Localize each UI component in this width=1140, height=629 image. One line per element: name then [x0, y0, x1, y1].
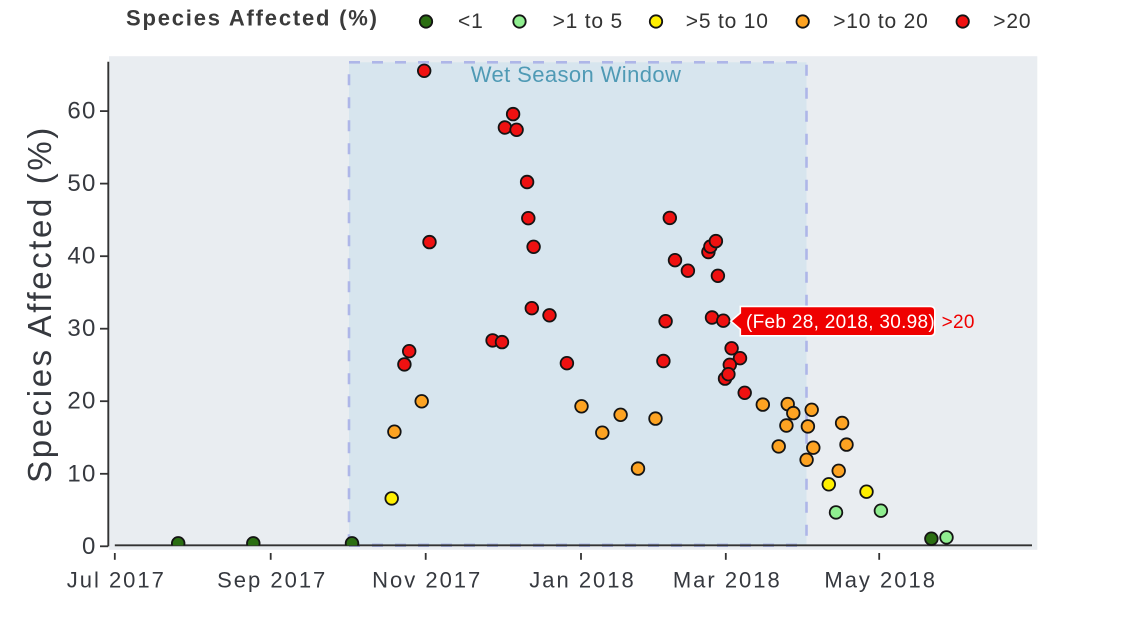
- svg-text:10: 10: [67, 460, 96, 487]
- svg-text:(Feb 28, 2018, 30.98): (Feb 28, 2018, 30.98): [746, 312, 935, 333]
- svg-text:May 2018: May 2018: [824, 568, 937, 593]
- svg-text:20: 20: [67, 388, 96, 415]
- svg-text:Species Affected (%): Species Affected (%): [21, 125, 58, 483]
- svg-text:>10 to 20: >10 to 20: [833, 10, 928, 33]
- svg-text:<1: <1: [458, 10, 484, 33]
- svg-text:Wet Season Window: Wet Season Window: [471, 62, 682, 87]
- svg-text:>20: >20: [993, 10, 1031, 33]
- svg-text:Nov 2017: Nov 2017: [372, 568, 482, 593]
- svg-text:Jul 2017: Jul 2017: [67, 568, 166, 593]
- svg-text:30: 30: [67, 315, 96, 342]
- svg-text:Jan 2018: Jan 2018: [529, 568, 636, 593]
- svg-text:>1 to 5: >1 to 5: [553, 10, 623, 33]
- svg-text:Mar 2018: Mar 2018: [673, 568, 782, 593]
- svg-text:>5 to 10: >5 to 10: [686, 10, 769, 33]
- svg-text:0: 0: [82, 533, 97, 560]
- svg-text:60: 60: [67, 98, 96, 125]
- svg-text:Species Affected (%): Species Affected (%): [126, 6, 379, 31]
- svg-text:>20: >20: [942, 312, 975, 333]
- svg-text:50: 50: [67, 170, 96, 197]
- svg-text:Sep 2017: Sep 2017: [217, 568, 327, 593]
- svg-text:40: 40: [67, 243, 96, 270]
